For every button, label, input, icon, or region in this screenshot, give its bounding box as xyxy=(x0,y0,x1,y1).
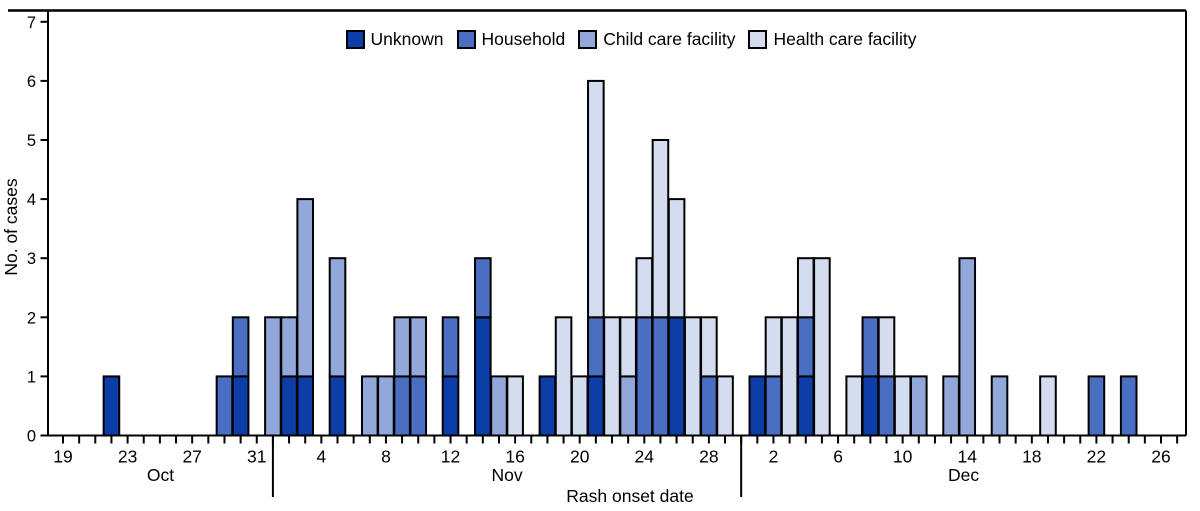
bar-segment xyxy=(893,375,912,437)
bar-segment xyxy=(280,375,298,437)
bar-segment xyxy=(264,316,282,437)
bar-segment xyxy=(958,257,977,437)
x-tick-label: 23 xyxy=(118,447,137,467)
y-tick-label: 2 xyxy=(27,309,36,327)
x-tick-label: 18 xyxy=(1022,447,1041,467)
bar-segment xyxy=(441,375,460,437)
bar-segment xyxy=(780,316,799,437)
bar-segment xyxy=(506,375,524,437)
month-label: Dec xyxy=(948,465,979,485)
bar-segment xyxy=(409,316,428,378)
bar-segment xyxy=(990,375,1009,437)
bar-segment xyxy=(764,316,783,378)
bar-segment xyxy=(215,375,234,437)
bar-segment xyxy=(393,316,411,378)
x-tick-label: 27 xyxy=(182,447,201,467)
x-axis-title: Rash onset date xyxy=(566,486,693,506)
y-tick-label: 6 xyxy=(27,73,36,91)
month-label: Nov xyxy=(491,465,522,485)
bar-segment xyxy=(619,316,637,378)
bar-segment xyxy=(1087,375,1106,437)
bar-segment xyxy=(393,375,411,437)
x-tick-label: 6 xyxy=(833,447,843,467)
bar-segment xyxy=(409,375,428,437)
bars-layer xyxy=(102,79,1138,437)
bar-segment xyxy=(587,79,605,319)
bar-segment xyxy=(700,375,718,437)
bar-segment xyxy=(490,375,508,437)
x-tick-label: 24 xyxy=(635,447,655,467)
bar-segment xyxy=(377,375,395,437)
bar-segment xyxy=(796,257,815,319)
x-tick-label: 10 xyxy=(893,447,913,467)
y-tick-label: 5 xyxy=(27,132,36,150)
y-tick-label: 1 xyxy=(27,368,36,386)
bar-segment xyxy=(474,257,492,319)
bar-segment xyxy=(861,316,880,378)
month-label: Oct xyxy=(147,465,174,485)
x-tick-label: 8 xyxy=(381,447,391,467)
bar-segment xyxy=(667,316,686,437)
bar-segment xyxy=(635,316,654,437)
x-tick-label: 20 xyxy=(570,447,590,467)
y-tick-label: 7 xyxy=(27,14,36,32)
bar-segment xyxy=(231,375,250,437)
bar-segment xyxy=(667,198,686,319)
bar-segment xyxy=(700,316,718,378)
y-tick-label: 3 xyxy=(27,250,36,268)
bar-segment xyxy=(619,375,637,437)
x-tick-label: 28 xyxy=(699,447,718,467)
x-tick-label: 14 xyxy=(957,447,977,467)
bar-segment xyxy=(231,316,250,378)
bar-segment xyxy=(942,375,960,437)
bar-segment xyxy=(328,375,347,437)
bar-segment xyxy=(587,316,605,378)
bar-segment xyxy=(328,257,347,378)
bar-segment xyxy=(796,375,815,437)
bar-segment xyxy=(1039,375,1057,437)
x-tick-label: 31 xyxy=(247,447,266,467)
y-tick-label: 4 xyxy=(27,191,36,209)
bar-segment xyxy=(683,316,702,437)
bar-segment xyxy=(748,375,767,437)
x-tick-label: 2 xyxy=(769,447,779,467)
bar-segment xyxy=(861,375,880,437)
bar-segment xyxy=(296,198,314,378)
bar-segment xyxy=(796,316,815,378)
bar-segment xyxy=(360,375,379,437)
bar-segment xyxy=(587,375,605,437)
bar-segment xyxy=(651,316,670,437)
y-tick-label: 0 xyxy=(27,428,36,446)
bar-segment xyxy=(1119,375,1138,437)
bar-segment xyxy=(716,375,734,437)
bar-segment xyxy=(554,316,573,437)
bar-segment xyxy=(651,139,670,319)
x-tick-label: 19 xyxy=(53,447,72,467)
bar-segment xyxy=(764,375,783,437)
y-axis-title: No. of cases xyxy=(1,178,21,276)
bar-segment xyxy=(570,375,589,437)
x-tick-label: 12 xyxy=(441,447,460,467)
bar-segment xyxy=(909,375,928,437)
bar-segment xyxy=(845,375,864,437)
bar-segment xyxy=(635,257,654,319)
bar-segment xyxy=(538,375,557,437)
bar-segment xyxy=(474,316,492,437)
bar-segment xyxy=(296,375,314,437)
bar-segment xyxy=(877,316,896,378)
x-tick-label: 16 xyxy=(505,447,524,467)
bar-segment xyxy=(102,375,121,437)
x-tick-label: 4 xyxy=(316,447,326,467)
bar-segment xyxy=(813,257,831,437)
bar-segment xyxy=(603,316,621,437)
bar-segment xyxy=(280,316,298,378)
x-tick-label: 26 xyxy=(1151,447,1170,467)
bar-segment xyxy=(877,375,896,437)
x-tick-label: 22 xyxy=(1087,447,1106,467)
bar-segment xyxy=(441,316,460,378)
